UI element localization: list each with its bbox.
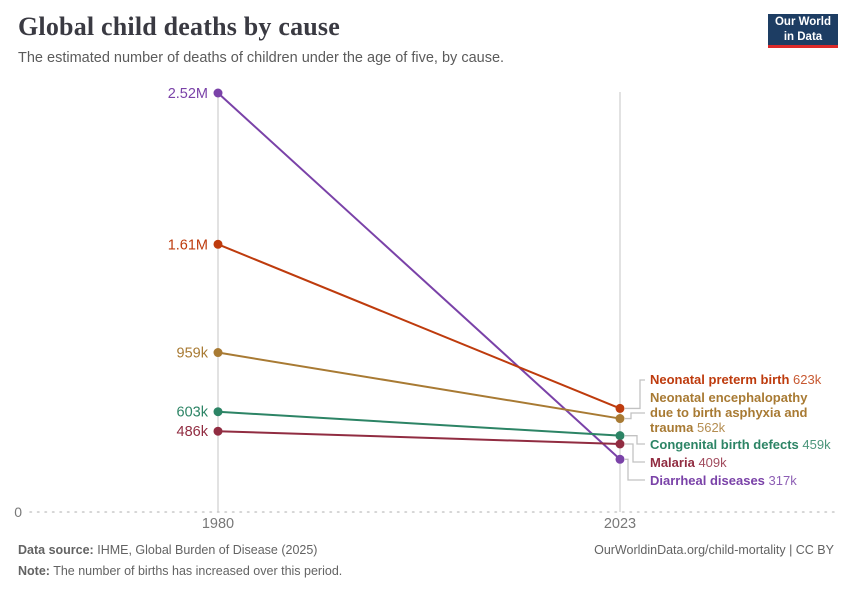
data-point-end[interactable]	[615, 439, 625, 449]
data-point-start[interactable]	[213, 348, 223, 358]
note-line: Note: The number of births has increased…	[18, 564, 342, 578]
series-end-value: 459k	[802, 437, 831, 452]
series-name: Congenital birth defects	[650, 437, 799, 452]
series-line[interactable]	[217, 351, 621, 420]
data-point-end[interactable]	[615, 454, 625, 464]
start-value-label: 486k	[177, 424, 209, 440]
series-end-value: 623k	[793, 372, 822, 387]
series-name: Malaria	[650, 455, 695, 470]
start-value-label: 603k	[177, 405, 209, 421]
data-point-end[interactable]	[615, 403, 625, 413]
owid-logo-line2: in Data	[783, 30, 823, 43]
footer-source-block: Data source: IHME, Global Burden of Dise…	[18, 543, 342, 585]
series-label-neonatal-preterm-birth[interactable]: Neonatal preterm birth 623k	[650, 372, 840, 387]
data-point-end[interactable]	[615, 414, 625, 424]
start-value-label: 959k	[177, 346, 209, 362]
data-point-end[interactable]	[615, 431, 625, 441]
series-label-diarrheal-diseases[interactable]: Diarrheal diseases 317k	[650, 473, 840, 488]
owid-logo-line1: Our World	[774, 16, 831, 29]
series-end-value: 562k	[696, 420, 726, 435]
label-connector	[625, 379, 645, 410]
data-point-start[interactable]	[213, 239, 223, 249]
chart-subtitle: The estimated number of deaths of childr…	[18, 50, 505, 66]
start-value-label: 2.52M	[168, 86, 208, 102]
datasource-line: Data source: IHME, Global Burden of Dise…	[18, 543, 342, 557]
attribution-link[interactable]: OurWorldinData.org/child-mortality | CC …	[594, 543, 834, 557]
x-tick-label-1980: 1980	[202, 516, 234, 532]
series-name: Neonatal preterm birth	[650, 372, 790, 387]
footer-attribution-block: OurWorldinData.org/child-mortality | CC …	[594, 543, 834, 557]
note-text: The number of births has increased over …	[53, 564, 343, 578]
series-line[interactable]	[217, 243, 621, 410]
start-value-label: 1.61M	[168, 237, 208, 253]
series-label-neonatal-encephalopathy[interactable]: Neonatal encephalopathy due to birth asp…	[650, 390, 820, 435]
label-connector	[625, 458, 645, 481]
chart-footer: Data source: IHME, Global Burden of Dise…	[18, 543, 834, 585]
label-connector	[625, 435, 645, 445]
label-connector	[625, 412, 645, 420]
series-name: Neonatal encephalopathy due to birth asp…	[650, 390, 808, 435]
series-name: Diarrheal diseases	[650, 473, 765, 488]
owid-logo[interactable]: Our World in Data	[768, 14, 838, 48]
series-line[interactable]	[217, 410, 621, 437]
page-title: Global child deaths by cause	[18, 12, 340, 41]
data-point-start[interactable]	[213, 88, 223, 98]
data-point-start[interactable]	[213, 407, 223, 417]
datasource-text: IHME, Global Burden of Disease (2025)	[97, 543, 318, 557]
note-label: Note:	[18, 564, 50, 578]
y-zero-tick-label: 0	[14, 504, 22, 520]
label-connector	[625, 443, 645, 463]
series-label-congenital-birth-defects[interactable]: Congenital birth defects 459k	[650, 437, 840, 452]
series-line[interactable]	[217, 430, 621, 445]
chart-header: Global child deaths by cause The estimat…	[18, 12, 504, 66]
x-tick-label-2023: 2023	[604, 516, 636, 532]
datasource-label: Data source:	[18, 543, 94, 557]
series-label-malaria[interactable]: Malaria 409k	[650, 455, 840, 470]
series-line[interactable]	[217, 92, 621, 461]
series-end-value: 409k	[698, 455, 727, 470]
data-point-start[interactable]	[213, 426, 223, 436]
series-end-value: 317k	[768, 473, 797, 488]
